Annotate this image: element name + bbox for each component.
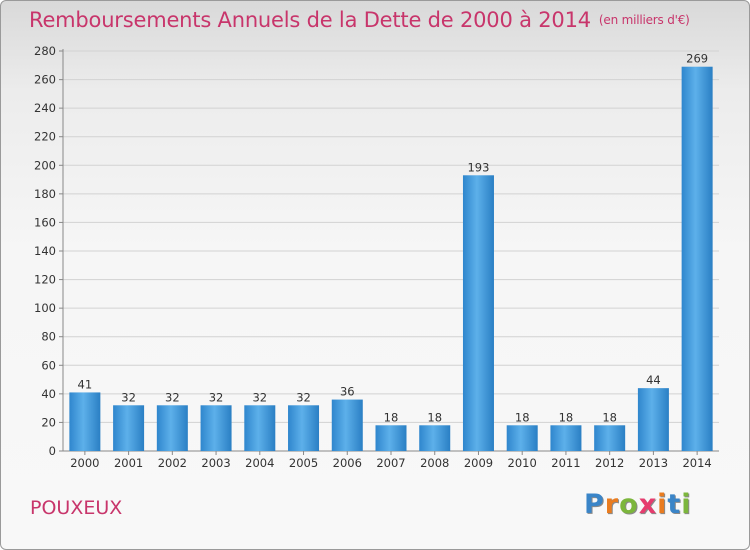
x-tick-label-2010: 2010: [508, 456, 537, 470]
data-label-2004: 32: [252, 390, 267, 404]
y-tick-label: 40: [41, 387, 56, 401]
bar-2013: [637, 388, 669, 451]
data-label-2003: 32: [209, 390, 224, 404]
data-label-2008: 18: [427, 410, 442, 424]
y-tick-label: 100: [34, 301, 56, 315]
bar-2014: [681, 66, 713, 451]
data-label-2006: 36: [340, 385, 355, 399]
bar-2006: [331, 399, 363, 451]
x-tick-label-2002: 2002: [158, 456, 187, 470]
grid-lines: [63, 50, 719, 423]
x-tick-label-2003: 2003: [201, 456, 230, 470]
x-tick-label-2006: 2006: [333, 456, 362, 470]
bar-2007: [375, 425, 407, 451]
bar-2002: [156, 405, 188, 451]
data-label-2012: 18: [602, 410, 617, 424]
x-tick-label-2000: 2000: [70, 456, 99, 470]
x-tick-label-2007: 2007: [376, 456, 405, 470]
y-tick-label: 260: [34, 73, 56, 87]
chart-title: Remboursements Annuels de la Dette de 20…: [29, 8, 690, 32]
data-label-2009: 193: [467, 160, 489, 174]
bar-2000: [69, 392, 101, 451]
x-tick-label-2001: 2001: [114, 456, 143, 470]
x-tick-label-2008: 2008: [420, 456, 449, 470]
data-label-2000: 41: [78, 377, 93, 391]
x-tick-label-2012: 2012: [595, 456, 624, 470]
y-tick-label: 80: [41, 330, 56, 344]
bar-2003: [200, 405, 232, 451]
data-label-2014: 269: [686, 52, 708, 66]
x-tick-label-2009: 2009: [464, 456, 493, 470]
y-tick-label: 180: [34, 187, 56, 201]
y-tick-label: 120: [34, 273, 56, 287]
bar-2008: [419, 425, 451, 451]
bar-2004: [244, 405, 276, 451]
x-tick-label-2013: 2013: [639, 456, 668, 470]
y-tick-label: 280: [34, 44, 56, 58]
data-label-2007: 18: [384, 410, 399, 424]
data-label-2002: 32: [165, 390, 180, 404]
bar-2001: [113, 405, 145, 451]
logo-letter: t: [667, 489, 682, 520]
bar-2011: [550, 425, 582, 451]
proxiti-logo: Proxiti: [584, 489, 692, 520]
commune-name: POUXEUX: [30, 497, 123, 519]
y-tick-label: 160: [34, 215, 56, 229]
logo-letter: x: [638, 489, 658, 520]
logo-letter: r: [604, 489, 620, 520]
y-tick-label: 200: [34, 158, 56, 172]
y-tick-label: 220: [34, 130, 56, 144]
y-tick-label: 0: [49, 444, 56, 458]
subtitle-text: (en milliers d'€): [598, 13, 690, 27]
bar-2005: [288, 405, 320, 451]
bar-2012: [594, 425, 626, 451]
logo-letter: i: [657, 489, 668, 520]
logo-letter: i: [681, 489, 692, 520]
y-tick-labels: 0 20 40 60 80 100 120 140 160 180 200 220 240 260 280: [34, 44, 56, 458]
bar-2010: [506, 425, 538, 451]
x-tick-label-2004: 2004: [245, 456, 274, 470]
data-label-2013: 44: [646, 373, 661, 387]
x-tick-labels: 2000 2001 2002 2003 2004 2005 2006 2007 2008 2009…: [70, 456, 712, 470]
data-label-2010: 18: [515, 410, 530, 424]
data-label-2005: 32: [296, 390, 311, 404]
x-tick-label-2014: 2014: [682, 456, 711, 470]
y-tick-label: 60: [41, 358, 56, 372]
y-tick-label: 20: [41, 415, 56, 429]
y-tick-label: 240: [34, 101, 56, 115]
data-labels: 41 32 32 32 32 32 36 18 18 193 18 18 18 44 269: [78, 52, 709, 425]
data-label-2001: 32: [121, 390, 136, 404]
data-label-2011: 18: [559, 410, 574, 424]
logo-letter: P: [584, 489, 605, 520]
bar-2009: [462, 175, 494, 452]
logo-letter: o: [619, 489, 639, 520]
bars: [69, 66, 713, 452]
title-text: Remboursements Annuels de la Dette de 20…: [29, 8, 591, 32]
y-tick-label: 140: [34, 244, 56, 258]
x-tick-label-2011: 2011: [551, 456, 580, 470]
x-tick-label-2005: 2005: [289, 456, 318, 470]
